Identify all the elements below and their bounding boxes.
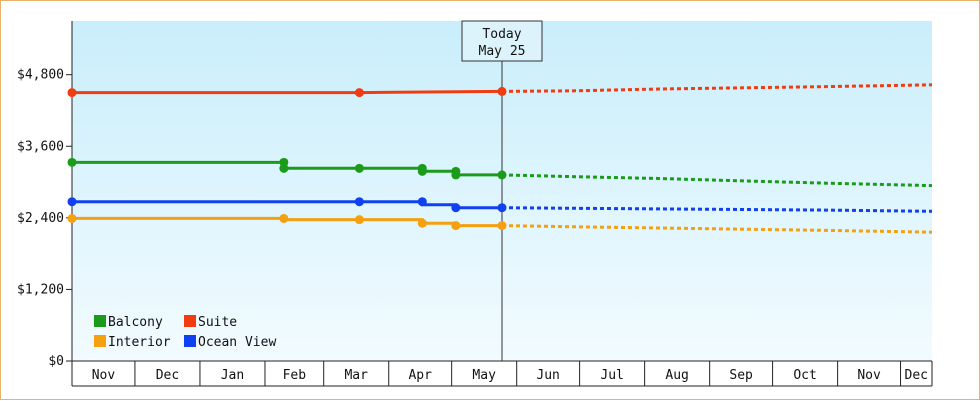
series-lines: [67, 83, 933, 234]
data-point-ocean-view[interactable]: [417, 197, 427, 207]
legend-label-suite: Suite: [198, 315, 237, 330]
data-point-balcony[interactable]: [354, 163, 364, 173]
legend-label-ocean-view: Ocean View: [198, 335, 276, 350]
y-axis: $0 $1,200 $2,400 $3,600 $4,800: [17, 21, 73, 369]
today-date: May 25: [479, 44, 526, 59]
data-point-balcony[interactable]: [451, 170, 461, 180]
legend-label-interior: Interior: [108, 335, 171, 350]
month-label: Oct: [793, 368, 816, 383]
x-axis: Nov Dec Jan Feb Mar Apr May Jun Jul Aug Sep Oct Nov D…: [71, 360, 933, 387]
y-tick-label: $0: [48, 354, 64, 369]
data-point-interior[interactable]: [417, 218, 427, 228]
data-point-ocean-view[interactable]: [67, 197, 77, 207]
data-point-interior[interactable]: [497, 221, 507, 231]
legend-swatch-interior: [94, 335, 106, 347]
month-label: Aug: [665, 368, 688, 383]
data-point-suite[interactable]: [497, 86, 507, 96]
legend-label-balcony: Balcony: [108, 315, 163, 330]
month-label: Dec: [156, 368, 179, 383]
y-tick-label: $1,200: [17, 282, 64, 297]
month-label: Dec: [905, 368, 928, 383]
legend-swatch-balcony: [94, 315, 106, 327]
data-point-balcony[interactable]: [497, 170, 507, 180]
month-label: Jul: [600, 368, 623, 383]
data-point-ocean-view[interactable]: [354, 197, 364, 207]
data-point-interior[interactable]: [279, 213, 289, 223]
data-point-balcony[interactable]: [279, 163, 289, 173]
series-forecast-ocean-view: [501, 206, 933, 213]
month-label: Jan: [221, 368, 244, 383]
data-point-balcony[interactable]: [67, 157, 77, 167]
today-label: Today: [482, 27, 521, 42]
data-point-ocean-view[interactable]: [497, 203, 507, 213]
data-point-suite[interactable]: [354, 88, 364, 98]
today-marker: Today May 25: [461, 20, 543, 361]
month-label: Nov: [857, 368, 881, 383]
series-forecast-balcony: [501, 173, 933, 188]
month-label: Nov: [92, 368, 116, 383]
month-label: Mar: [344, 368, 368, 383]
month-label: May: [472, 368, 496, 383]
series-forecast-suite: [501, 83, 933, 93]
legend-swatch-suite: [184, 315, 196, 327]
y-tick-label: $4,800: [17, 68, 64, 83]
series-line-suite: [72, 89, 503, 95]
y-tick-label: $3,600: [17, 139, 64, 154]
month-label: Sep: [729, 368, 753, 383]
series-forecast-interior: [501, 224, 933, 234]
data-point-suite[interactable]: [67, 88, 77, 98]
month-label: Jun: [536, 368, 559, 383]
data-point-interior[interactable]: [354, 215, 364, 225]
today-box: [461, 20, 543, 62]
legend-swatch-ocean-view: [184, 335, 196, 347]
data-point-ocean-view[interactable]: [451, 203, 461, 213]
month-label: Feb: [283, 368, 307, 383]
y-tick-label: $2,400: [17, 211, 64, 226]
month-label: Apr: [408, 368, 432, 383]
data-point-balcony[interactable]: [417, 166, 427, 176]
legend: Balcony Suite Interior Ocean View: [94, 315, 276, 350]
data-point-interior[interactable]: [451, 221, 461, 231]
data-point-interior[interactable]: [67, 213, 77, 223]
